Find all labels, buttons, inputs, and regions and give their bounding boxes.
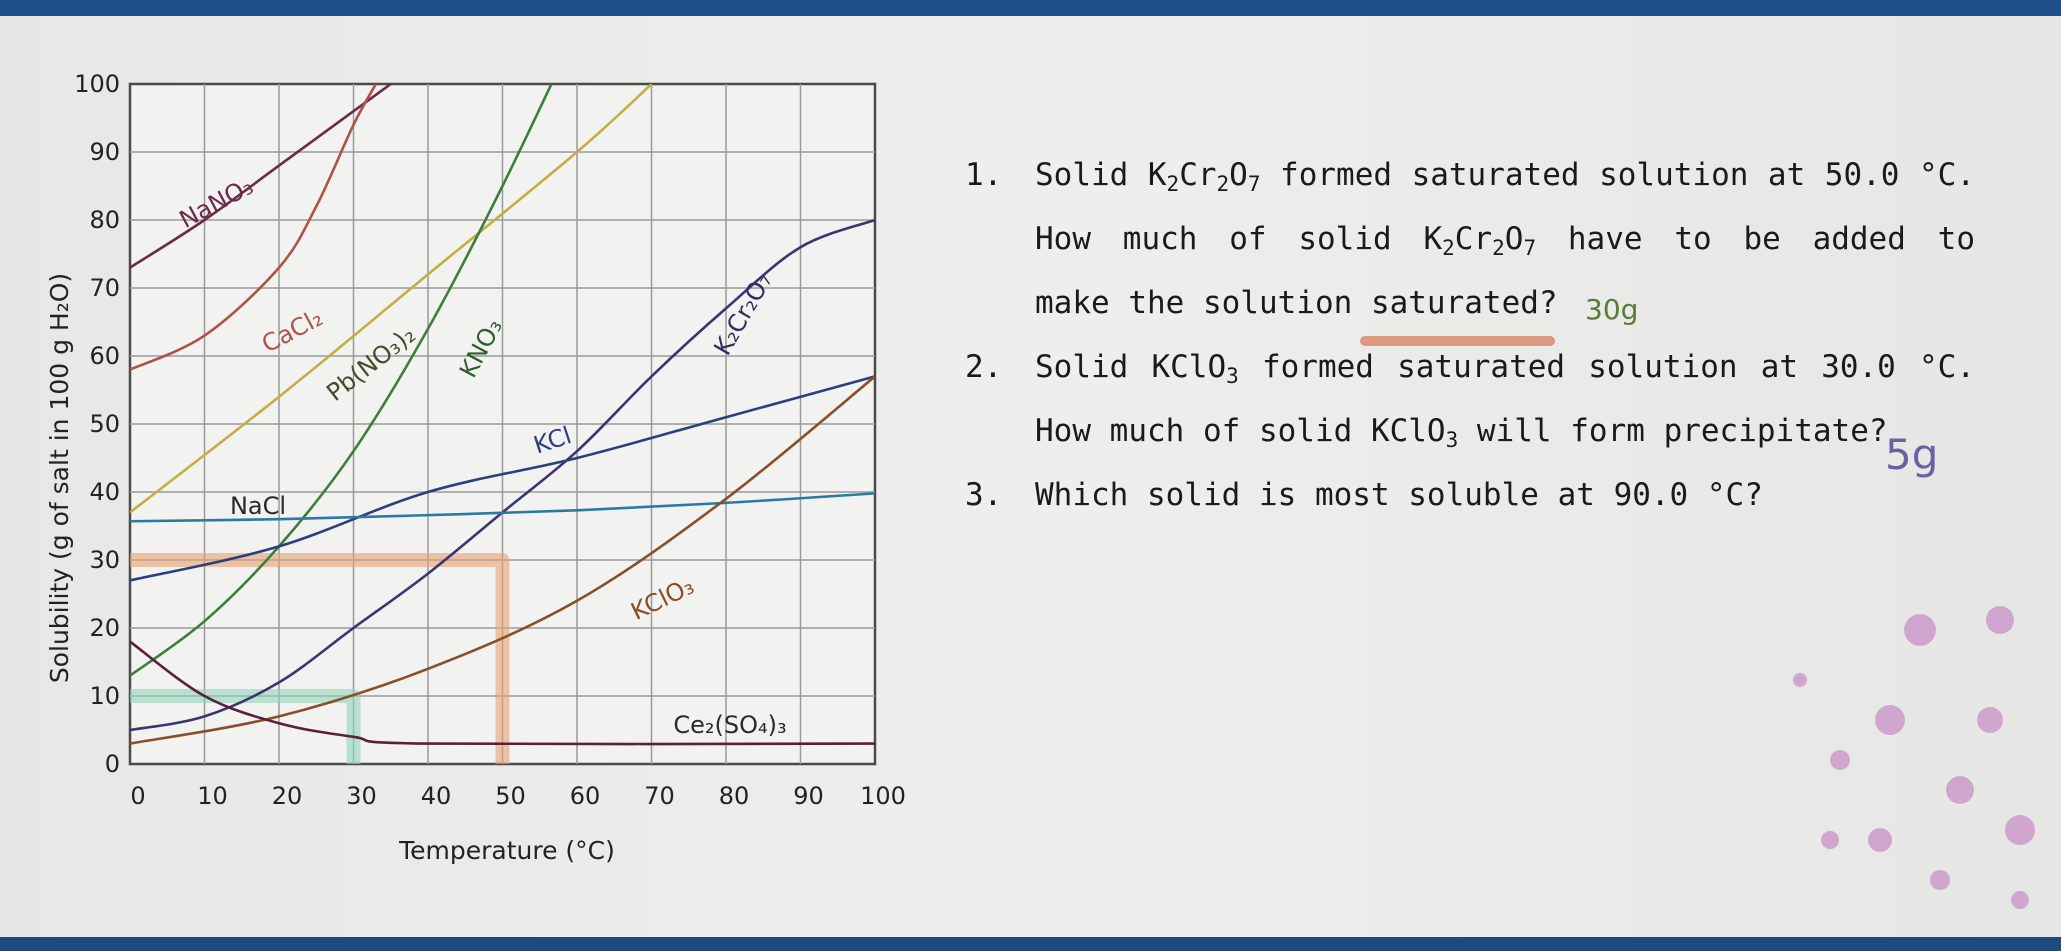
x-tick-label: 80 <box>719 782 750 810</box>
series-line-6 <box>130 375 875 582</box>
label-ce2so43: Ce₂(SO₄)₃ <box>673 711 786 739</box>
x-tick-label: 70 <box>644 782 675 810</box>
question-3-number: 3. <box>965 477 1003 513</box>
x-tick-label: 40 <box>421 782 452 810</box>
y-tick-labels: 0 10 20 30 40 50 60 70 80 90 100 <box>74 70 120 778</box>
question-3: 3. Which solid is most soluble at 90.0 °… <box>965 480 1975 511</box>
highlight-path-1 <box>130 553 510 764</box>
question-list: 1. Solid K2Cr2O7 formed saturated soluti… <box>965 160 1975 544</box>
flower <box>1821 831 1839 849</box>
top-border <box>0 0 2061 16</box>
series-line-4 <box>130 84 553 677</box>
handwritten-answer-1: 30g <box>1585 293 1639 326</box>
y-tick-label: 100 <box>74 70 120 98</box>
y-tick-label: 40 <box>89 478 120 506</box>
series-line-1 <box>130 84 392 269</box>
flower <box>2011 891 2029 909</box>
flower <box>1868 828 1892 852</box>
series-line-2 <box>130 84 377 371</box>
y-tick-label: 20 <box>89 614 120 642</box>
x-tick-label: 100 <box>860 782 906 810</box>
flower <box>1977 707 2003 733</box>
x-tick-label: 60 <box>570 782 601 810</box>
question-1: 1. Solid K2Cr2O7 formed saturated soluti… <box>965 160 1975 319</box>
grid <box>130 84 875 764</box>
y-tick-label: 60 <box>89 342 120 370</box>
flower <box>1793 673 1807 687</box>
x-tick-label: 90 <box>793 782 824 810</box>
question-2-number: 2. <box>965 349 1003 385</box>
flower <box>1904 614 1936 646</box>
flower <box>1875 705 1905 735</box>
y-tick-label: 30 <box>89 546 120 574</box>
x-tick-label: 0 <box>130 782 145 810</box>
flower <box>1930 870 1950 890</box>
x-tick-labels: 0 10 20 30 40 50 60 70 80 90 100 <box>130 782 906 810</box>
y-tick-label: 0 <box>105 750 120 778</box>
y-tick-label: 90 <box>89 138 120 166</box>
question-1-text: Solid K2Cr2O7 formed saturated solution … <box>1035 157 1975 321</box>
y-tick-label: 50 <box>89 410 120 438</box>
x-axis-title: Temperature (°C) <box>398 836 615 865</box>
flower <box>1946 776 1974 804</box>
bottom-border <box>0 937 2061 951</box>
y-tick-label: 80 <box>89 206 120 234</box>
question-2-text: Solid KClO3 formed saturated solution at… <box>1035 349 1975 452</box>
handwritten-underline <box>1360 336 1555 346</box>
y-axis-title: Solubility (g of salt in 100 g H₂O) <box>45 273 74 683</box>
flower <box>1986 606 2014 634</box>
x-tick-label: 50 <box>495 782 526 810</box>
flower <box>2005 815 2035 845</box>
question-1-number: 1. <box>965 157 1003 193</box>
y-tick-label: 10 <box>89 682 120 710</box>
curves <box>130 84 875 746</box>
flower <box>1830 750 1850 770</box>
x-tick-label: 30 <box>346 782 377 810</box>
x-tick-label: 10 <box>197 782 228 810</box>
x-tick-label: 20 <box>272 782 303 810</box>
question-3-text: Which solid is most soluble at 90.0 °C? <box>1035 477 1763 513</box>
series-line-9 <box>130 640 875 746</box>
series-line-7 <box>130 492 875 523</box>
label-nacl: NaCl <box>230 492 286 520</box>
y-tick-label: 70 <box>89 274 120 302</box>
series-line-3 <box>130 84 653 514</box>
flower-decoration <box>1793 606 2035 909</box>
handwritten-answer-2: 5g <box>1885 430 1939 479</box>
question-2: 2. Solid KClO3 formed saturated solution… <box>965 349 1975 452</box>
